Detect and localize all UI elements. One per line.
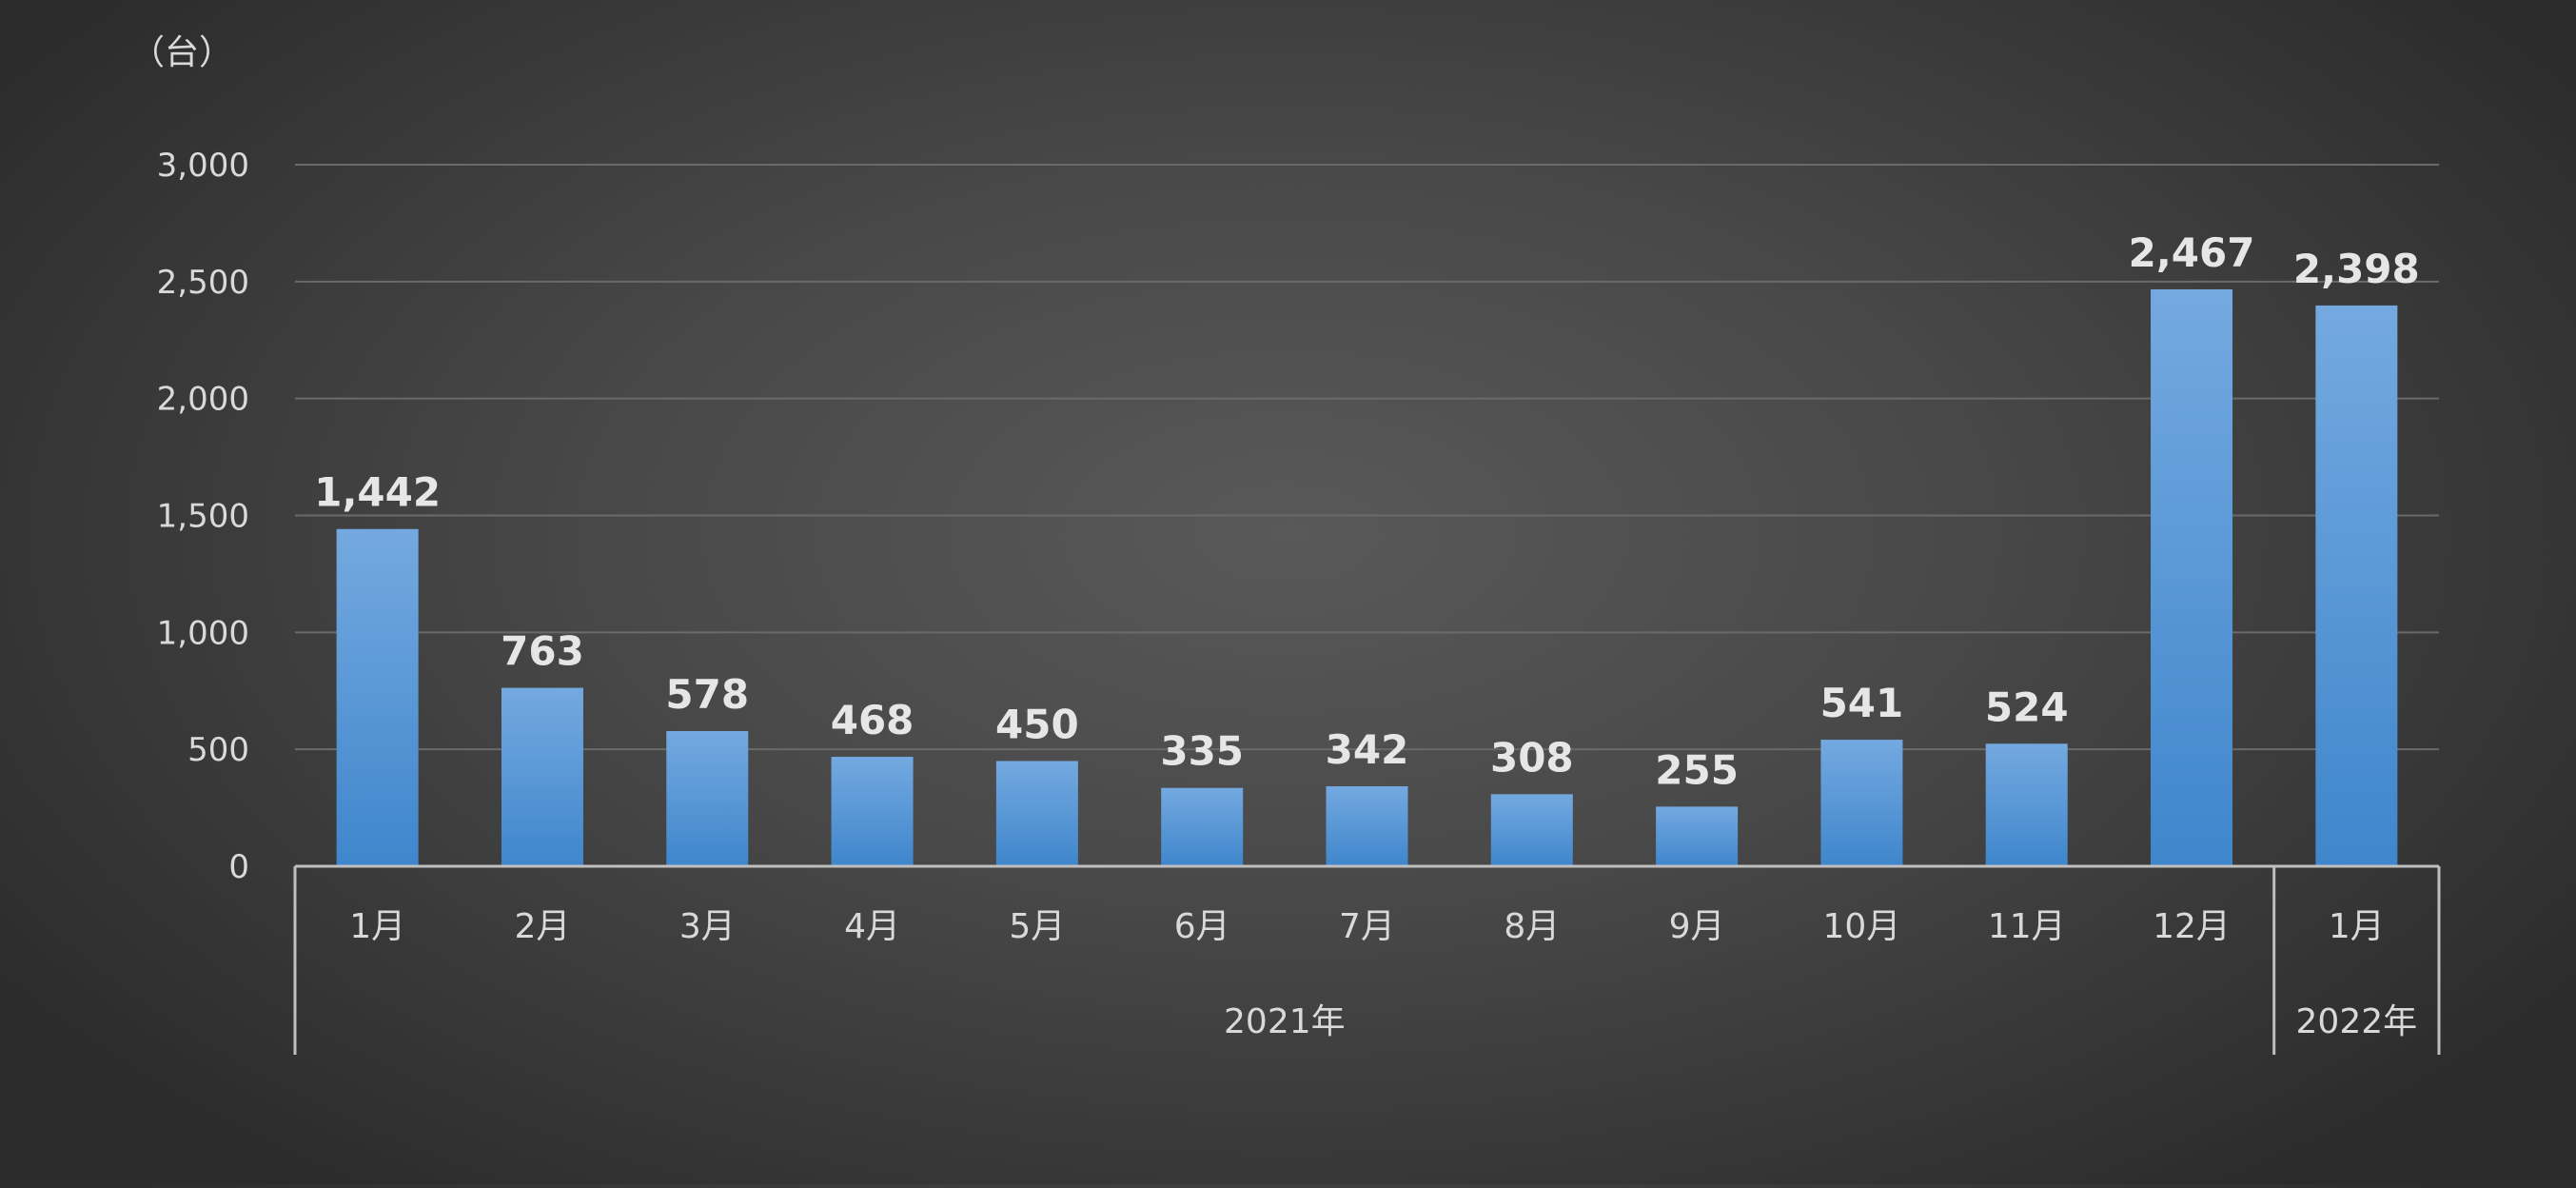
y-tick-label: 1,000 [157, 614, 249, 652]
data-label: 541 [1820, 680, 1904, 726]
bar [1820, 740, 1903, 866]
data-label: 255 [1655, 746, 1739, 793]
x-category-label: 1月 [349, 907, 405, 946]
data-label: 450 [995, 701, 1079, 747]
y-tick-label: 3,000 [157, 147, 249, 185]
bar [2151, 288, 2233, 867]
gridlines [295, 164, 2439, 751]
x-category-label: 1月 [2329, 907, 2385, 946]
x-category-label: 8月 [1504, 907, 1560, 946]
data-label: 524 [1985, 683, 2069, 730]
x-category-label: 5月 [1009, 907, 1065, 946]
y-tick-label: 1,500 [157, 498, 249, 536]
data-label: 763 [501, 628, 584, 675]
data-label: 578 [665, 671, 749, 718]
bar [831, 757, 914, 866]
y-tick-label: 500 [187, 731, 249, 769]
data-labels: 1,442 763 578 468 450 335 342 308 255 541 524 2,467… [314, 229, 2420, 793]
data-label: 342 [1326, 726, 1409, 773]
bar [1490, 794, 1573, 866]
bar [1985, 743, 2068, 866]
x-category-label: 7月 [1339, 907, 1395, 946]
data-label: 468 [831, 697, 914, 743]
x-axis-group-labels: 2021年 2022年 [1224, 1002, 2417, 1041]
bar [995, 761, 1078, 866]
y-tick-label: 2,000 [157, 381, 249, 419]
x-category-label: 3月 [679, 907, 736, 946]
data-label: 308 [1490, 734, 1574, 781]
y-tick-label: 0 [228, 848, 249, 886]
y-axis-unit-label: （台） [130, 33, 233, 72]
data-label: 2,467 [2129, 229, 2255, 276]
y-axis-tick-labels: 0 500 1,000 1,500 2,000 2,500 3,000 [157, 147, 249, 886]
data-label: 2,398 [2293, 246, 2420, 292]
x-category-label: 4月 [844, 907, 900, 946]
x-group-label: 2021年 [1224, 1002, 1346, 1041]
bar [1161, 787, 1244, 866]
x-group-label: 2022年 [2296, 1002, 2418, 1041]
x-category-label: 2月 [515, 907, 571, 946]
bar [501, 687, 583, 866]
bar [1326, 785, 1408, 866]
bar [1656, 806, 1739, 866]
bar [336, 528, 419, 866]
x-category-label: 10月 [1823, 907, 1901, 946]
data-label: 1,442 [314, 469, 441, 516]
x-category-label: 9月 [1669, 907, 1725, 946]
x-axis [293, 864, 2441, 1055]
bar [666, 731, 749, 866]
x-axis-category-labels: 1月 2月 3月 4月 5月 6月 7月 8月 9月 10月 11月 12月 1月 [349, 907, 2385, 946]
x-category-label: 12月 [2153, 907, 2231, 946]
y-tick-label: 2,500 [157, 264, 249, 302]
x-category-label: 11月 [1988, 907, 2066, 946]
data-label: 335 [1160, 728, 1244, 775]
x-category-label: 6月 [1174, 907, 1230, 946]
bars [336, 288, 2398, 867]
bar [2315, 305, 2398, 866]
